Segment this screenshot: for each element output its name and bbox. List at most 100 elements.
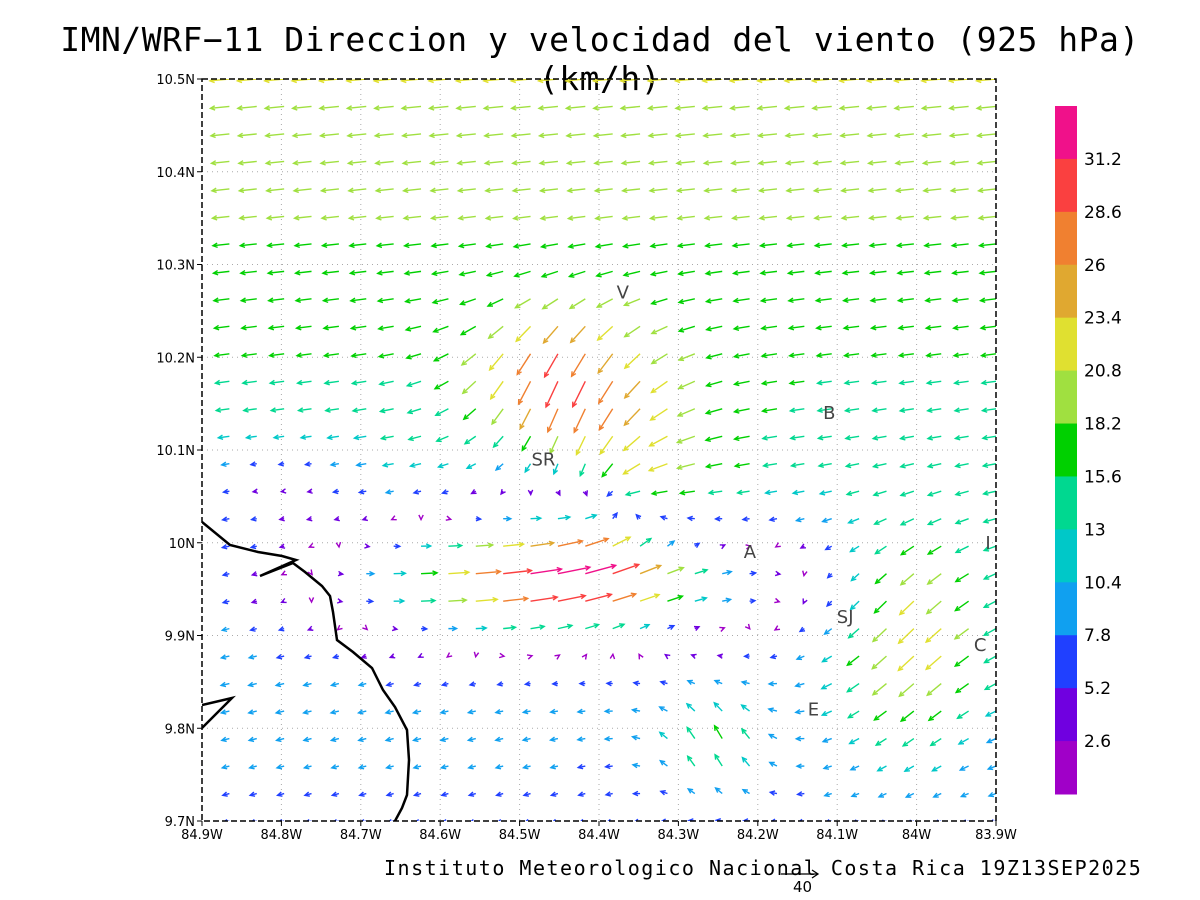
wind-arrow <box>675 160 695 166</box>
wind-arrow <box>761 435 778 441</box>
wind-arrow <box>470 818 476 821</box>
wind-arrow <box>546 408 559 434</box>
wind-arrow <box>847 628 860 639</box>
wind-arrow <box>564 105 586 111</box>
wind-arrow <box>500 488 506 496</box>
wind-arrow <box>576 708 586 715</box>
wind-arrow <box>677 270 695 277</box>
wind-arrow <box>704 435 723 443</box>
wind-arrow <box>585 513 598 520</box>
wind-arrow <box>320 242 339 249</box>
wind-arrow <box>850 573 860 582</box>
wind-arrow <box>979 352 996 358</box>
wind-arrow <box>794 708 805 715</box>
wind-arrow <box>302 681 312 688</box>
wind-arrow <box>867 215 887 221</box>
wind-arrow <box>977 242 996 249</box>
wind-arrow <box>475 569 502 575</box>
wind-arrow <box>220 764 230 770</box>
wind-arrow <box>494 736 504 743</box>
wind-arrow <box>639 593 661 602</box>
wind-arrow <box>815 379 832 386</box>
wind-arrow <box>266 269 285 276</box>
wind-arrow <box>694 542 701 549</box>
wind-arrow <box>767 733 778 740</box>
wind-arrow <box>873 518 887 525</box>
wind-arrow <box>785 215 805 221</box>
wind-arrow <box>924 655 942 671</box>
wind-arrow <box>667 594 685 602</box>
wind-arrow <box>871 683 887 696</box>
wind-arrow <box>582 490 589 497</box>
wind-arrow <box>929 737 942 747</box>
wind-arrow <box>569 325 586 344</box>
y-tick-label: 10.1N <box>156 444 195 459</box>
place-label: SJ <box>837 607 854 628</box>
wind-arrow <box>306 625 314 631</box>
wind-arrow <box>678 489 695 496</box>
wind-arrow <box>575 435 586 457</box>
wind-arrow <box>503 568 534 575</box>
wind-arrow <box>291 160 312 166</box>
wind-arrow <box>251 488 259 494</box>
wind-arrow <box>432 325 449 333</box>
wind-arrow <box>247 681 257 688</box>
wind-arrow <box>554 654 561 660</box>
wind-arrow <box>927 710 942 722</box>
wind-arrow <box>567 270 586 278</box>
wind-arrow <box>321 269 339 276</box>
wind-arrow <box>488 353 504 372</box>
wind-arrow <box>456 160 476 166</box>
wind-arrow <box>924 628 942 644</box>
wind-arrow <box>376 270 394 276</box>
wind-arrow <box>760 407 778 414</box>
wind-arrow <box>658 706 668 712</box>
wind-arrow <box>846 710 860 719</box>
wind-arrow <box>650 325 668 335</box>
wind-arrow <box>980 379 996 386</box>
wind-arrow <box>985 737 996 744</box>
wind-arrow <box>511 160 531 166</box>
wind-arrow <box>530 540 556 547</box>
wind-arrow <box>931 765 942 772</box>
wind-arrow <box>202 601 203 602</box>
place-label: B <box>823 403 835 424</box>
place-label: A <box>744 542 757 563</box>
wind-arrow <box>948 105 969 111</box>
wind-arrow <box>632 680 641 687</box>
wind-arrow <box>374 160 394 166</box>
wind-arrow <box>704 242 723 249</box>
wind-arrow <box>366 598 375 605</box>
wind-arrow <box>731 270 750 276</box>
wind-arrow <box>621 215 641 221</box>
wind-arrow <box>267 297 285 303</box>
wind-arrow <box>812 160 832 166</box>
wind-arrow <box>435 435 449 443</box>
wind-arrow <box>517 380 532 406</box>
wind-arrow <box>893 132 914 139</box>
wind-arrow <box>552 818 558 821</box>
wind-arrow <box>585 623 601 630</box>
wind-arrow <box>275 791 285 797</box>
reference-vector-value: 40 <box>793 878 813 896</box>
colorbar-label: 13 <box>1084 520 1106 540</box>
wind-arrow <box>732 297 750 304</box>
graticule <box>202 79 996 821</box>
wind-arrow <box>220 626 230 633</box>
wind-arrow <box>549 708 559 715</box>
wind-arrow <box>759 270 778 276</box>
wind-arrow <box>649 242 668 249</box>
wind-arrow <box>220 736 230 743</box>
wind-arrow <box>783 105 805 111</box>
wind-arrow <box>873 710 887 721</box>
wind-arrow <box>773 625 781 631</box>
wind-arrow <box>346 160 367 166</box>
wind-arrow <box>639 537 653 547</box>
wind-arrow <box>428 132 449 139</box>
wind-arrow <box>976 160 996 166</box>
wind-arrow <box>366 570 376 577</box>
wind-arrow <box>622 435 641 452</box>
wind-arrow <box>794 682 805 688</box>
wind-arrow <box>455 105 476 111</box>
wind-arrow <box>240 324 257 331</box>
